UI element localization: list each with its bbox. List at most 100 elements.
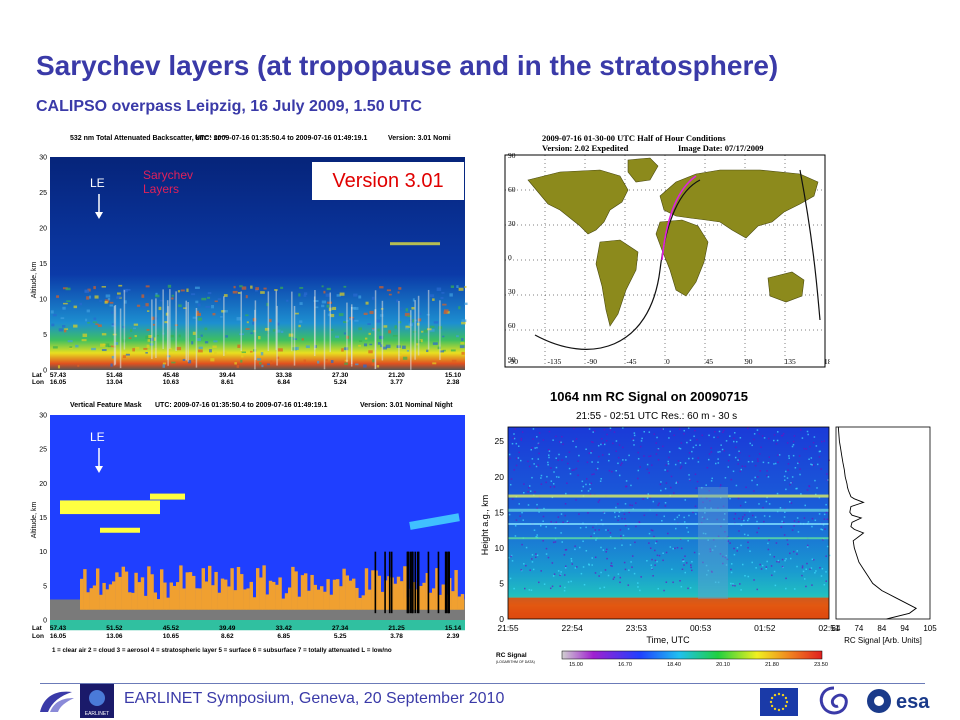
vfm-lat-2: 45.52 [163, 625, 180, 632]
vfm-le-arrow [95, 448, 103, 473]
rc-xtick-0: 21:55 [497, 623, 519, 633]
rc-colorbar [561, 650, 823, 660]
rc-ytick-5: 25 [495, 436, 505, 446]
vfm-features [50, 493, 465, 631]
map-lon-tick-1: -135 [548, 357, 562, 366]
fp6-logo [819, 686, 848, 715]
calipso-track [534, 179, 701, 350]
vfm-lon-5: 5.25 [334, 633, 347, 640]
rc-ytick-0: 0 [499, 614, 504, 624]
rc-subtitle: 21:55 - 02:51 UTC Res.: 60 m - 30 s [576, 411, 737, 422]
rc-ytick-1: 5 [499, 578, 504, 588]
map-title: 2009-07-16 01-30-00 UTC Half of Hour Con… [542, 133, 726, 143]
profile-line [837, 426, 918, 620]
sarychev-line-2: Layers [143, 182, 180, 196]
profile-xtick-3: 94 [900, 624, 909, 633]
bs-lon-4: 6.84 [277, 379, 290, 385]
map-lat-tick-5: 60 [508, 321, 516, 330]
bs-ylabel: Altitude, km [31, 262, 38, 299]
profile-xlabel: RC Signal [Arb. Units] [844, 636, 922, 645]
bs-lon-2: 10.63 [163, 379, 180, 385]
profile-xtick-0: 64 [832, 624, 841, 633]
rc-xtick-4: 01:52 [754, 623, 776, 633]
footer-text: EARLINET Symposium, Geneva, 20 September… [124, 690, 505, 707]
rc-cbtick-4: 21.80 [765, 662, 779, 668]
bs-lon-7: 2.38 [447, 379, 460, 385]
bs-lat-7: 15.10 [445, 372, 462, 379]
sarychev-label: Sarychev Layers [143, 168, 193, 196]
bs-lon-label: Lon [32, 379, 44, 385]
map-lon-tick-8: 180 [824, 357, 830, 366]
continent-greenland [627, 157, 659, 183]
continent-europe-asia [659, 169, 819, 239]
map-subtitle-right: Image Date: 07/17/2009 [678, 143, 763, 153]
vfm-header: UTC: 2009-07-16 01:35:50.4 to 2009-07-16… [155, 402, 327, 409]
rc-xtick-1: 22:54 [562, 623, 584, 633]
vfm-ylabel: Altitude, km [31, 502, 38, 539]
profile-xtick-1: 74 [854, 624, 863, 633]
rc-cbtick-0: 15.00 [569, 662, 583, 668]
vfm-lat-label: Lat [32, 625, 43, 632]
profile-xtick-4: 105 [923, 624, 937, 633]
bs-lat-0: 57.43 [50, 372, 67, 379]
map-lon-tick-7: 135 [785, 357, 797, 366]
map-lat-tick-1: 60 [508, 185, 516, 194]
bs-le-label: LE [90, 176, 105, 190]
bs-ytick-5: 25 [39, 190, 47, 197]
vfm-version: Version: 3.01 Nominal Night [360, 402, 453, 409]
map-lon-tick-0: -90 [508, 357, 518, 366]
vfm-lon-label: Lon [32, 633, 44, 640]
bs-lon-6: 3.77 [390, 379, 403, 385]
map-lon-tick-2: -90 [587, 357, 597, 366]
vfm-lon-6: 3.78 [390, 633, 403, 640]
sarychev-line-1: Sarychev [143, 168, 194, 182]
rc-xtick-5: 02:51 [818, 623, 840, 633]
world-map-chart: 2009-07-16 01-30-00 UTC Half of Hour Con… [504, 133, 830, 368]
bs-ytick-4: 20 [39, 226, 47, 233]
vfm-lon-4: 6.85 [277, 633, 290, 640]
map-lat-tick-3: 0 [508, 253, 512, 262]
eu-flag-logo [760, 688, 798, 716]
profile-xtick-2: 84 [877, 624, 886, 633]
bs-lat-label: Lat [32, 372, 43, 379]
earlinet-logo: EARLINET [80, 684, 114, 718]
map-lon-tick-5: 45 [706, 357, 714, 366]
map-lon-tick-6: 90 [745, 357, 753, 366]
continent-south-america [595, 239, 639, 327]
vfm-lat-1: 51.52 [106, 625, 123, 632]
vfm-lat-5: 27.34 [332, 625, 349, 632]
calipso-track-east [799, 169, 821, 321]
rc-colorbar-sublabel: (LOGARITHM OF DATA) [496, 660, 535, 664]
vfm-lon-0: 16.05 [50, 633, 67, 640]
ift-logo [40, 691, 74, 712]
vfm-lon-3: 8.62 [221, 633, 234, 640]
map-lat-tick-2: 30 [508, 219, 516, 228]
esa-logo: esa [867, 689, 930, 713]
bs-lon-0: 16.05 [50, 379, 67, 385]
bs-ytick-0: 0 [43, 368, 47, 375]
map-lat-tick-0: 90 [508, 151, 516, 160]
slide-title: Sarychev layers (at tropopause and in th… [36, 50, 779, 81]
map-lon-tick-4: 0 [666, 357, 670, 366]
bs-lat-2: 45.48 [163, 372, 180, 379]
rc-noise [508, 427, 831, 619]
vfm-legend: 1 = clear air 2 = cloud 3 = aerosol 4 = … [52, 647, 392, 654]
esa-logo-text: esa [896, 691, 930, 713]
vfm-ytick-5: 25 [39, 447, 47, 454]
rc-cbtick-2: 18.40 [667, 662, 681, 668]
continent-north-america [527, 169, 629, 235]
bs-ytick-6: 30 [39, 155, 47, 162]
bs-le-arrow [95, 194, 103, 219]
continent-australia [767, 271, 805, 303]
bs-lat-6: 21.20 [388, 372, 405, 379]
vfm-ytick-0: 0 [43, 618, 47, 625]
bs-version: Version: 3.01 Nomi [388, 135, 451, 142]
version-badge: Version 3.01 [312, 162, 464, 200]
bs-ytick-3: 15 [39, 261, 47, 268]
slide-subtitle: CALIPSO overpass Leipzig, 16 July 2009, … [36, 98, 422, 115]
rc-cbtick-5: 23.50 [814, 662, 828, 668]
vfm-lat-0: 57.43 [50, 625, 67, 632]
profile-plot-area [835, 426, 931, 620]
vfm-ytick-1: 5 [43, 583, 47, 590]
vfm-lat-3: 39.49 [219, 625, 236, 632]
